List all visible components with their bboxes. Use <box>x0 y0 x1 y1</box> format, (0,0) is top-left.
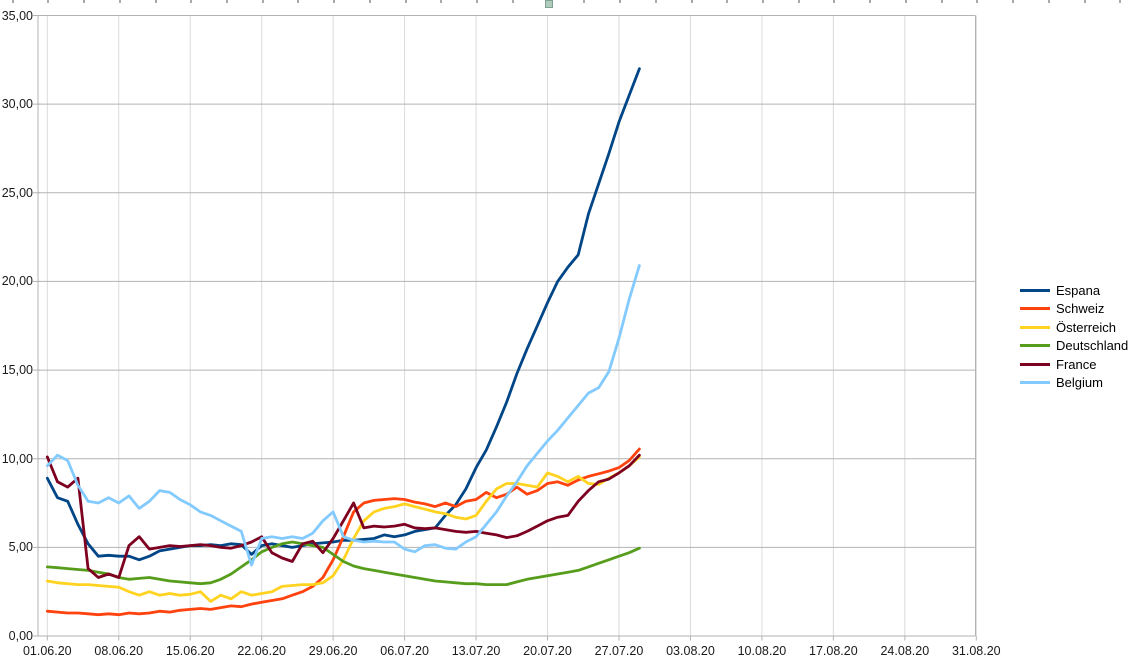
edit-border-dash <box>583 0 586 3</box>
series-line-france[interactable] <box>45 453 641 579</box>
edit-border-dash <box>726 0 729 3</box>
legend-marker <box>1020 288 1050 292</box>
legend-label: Schweiz <box>1056 301 1105 317</box>
edit-border-dash <box>511 0 514 3</box>
edit-border-dash <box>1047 0 1050 3</box>
legend-item-schweiz[interactable]: Schweiz <box>1020 300 1128 319</box>
edit-border-dash <box>476 0 479 3</box>
edit-border-dash <box>333 0 336 3</box>
edit-border-dash <box>11 0 14 3</box>
edit-border-dash <box>261 0 264 3</box>
legend-marker <box>1020 381 1050 385</box>
edit-border-dash <box>190 0 193 3</box>
y-axis-label: 15,00 <box>1 363 33 378</box>
legend-item-österreich[interactable]: Österreich <box>1020 318 1128 337</box>
x-axis-label: 06.07.20 <box>380 644 429 658</box>
legend-label: Deutschland <box>1056 338 1129 354</box>
edit-border-dash <box>404 0 407 3</box>
edit-border-dash <box>226 0 228 3</box>
x-axis-label: 03.08.20 <box>666 644 715 658</box>
legend-label: Österreich <box>1056 319 1116 335</box>
edit-border-dash <box>1012 0 1014 3</box>
edit-border-dash <box>1083 0 1086 3</box>
edit-border-dash <box>297 0 300 3</box>
legend-marker <box>1020 325 1050 329</box>
edit-border-dash <box>154 0 157 3</box>
edit-border-dash <box>797 0 800 3</box>
x-axis-label: 31.08.20 <box>951 644 1001 658</box>
x-axis-label: 01.06.20 <box>22 644 72 658</box>
edit-border-dash <box>47 0 50 3</box>
edit-border-dash <box>83 0 85 3</box>
edit-border-dash <box>118 0 121 3</box>
legend-marker <box>1020 344 1050 348</box>
edit-border-dash <box>976 0 979 3</box>
x-axis-label: 13.07.20 <box>451 644 501 658</box>
x-axis-label: 20.07.20 <box>523 644 572 658</box>
x-axis-label: 27.07.20 <box>594 644 644 658</box>
x-axis-label: 10.08.20 <box>737 644 787 658</box>
y-axis-label: 25,00 <box>1 185 33 200</box>
edit-border-dash <box>440 0 443 3</box>
edit-border-dash <box>654 0 657 3</box>
y-axis-label: 30,00 <box>1 97 33 112</box>
x-axis-label: 15.06.20 <box>165 644 215 658</box>
edit-border-dash <box>1119 0 1122 3</box>
selection-handle[interactable] <box>545 0 553 8</box>
edit-border-dash <box>869 0 872 3</box>
edit-border-dash <box>904 0 907 3</box>
y-axis-label: 0,00 <box>8 629 33 643</box>
legend-item-france[interactable]: France <box>1020 355 1128 374</box>
x-axis-label: 29.06.20 <box>308 644 358 658</box>
edit-border-dash <box>690 0 693 3</box>
y-axis-label: 20,00 <box>1 274 33 289</box>
x-axis-label: 24.08.20 <box>880 644 930 658</box>
legend-item-espana[interactable]: Espana <box>1020 281 1128 300</box>
x-axis-label: 08.06.20 <box>94 644 144 658</box>
y-axis-label: 5,00 <box>8 540 33 555</box>
edit-border-dash <box>761 0 764 3</box>
x-axis-label: 17.08.20 <box>809 644 858 658</box>
series-line-espana[interactable] <box>45 67 641 562</box>
legend-marker <box>1020 307 1050 311</box>
legend-item-belgium[interactable]: Belgium <box>1020 374 1128 393</box>
legend-label: Belgium <box>1056 375 1103 391</box>
y-axis-label: 10,00 <box>1 451 33 466</box>
legend-item-deutschland[interactable]: Deutschland <box>1020 337 1128 356</box>
chart-legend[interactable]: Espana Schweiz Österreich Deutschland France… <box>1020 281 1128 392</box>
edit-border-dash <box>368 0 371 3</box>
x-axis-label: 22.06.20 <box>237 644 286 658</box>
edit-border-dash <box>833 0 836 3</box>
edit-border-dash <box>940 0 943 3</box>
edit-border-dash <box>619 0 621 3</box>
y-axis-label: 35,00 <box>1 8 33 23</box>
legend-marker <box>1020 362 1050 366</box>
legend-label: France <box>1056 356 1097 372</box>
legend-label: Espana <box>1056 282 1101 298</box>
series-line-deutschland[interactable] <box>45 540 641 586</box>
series-line-belgium[interactable] <box>45 264 641 567</box>
